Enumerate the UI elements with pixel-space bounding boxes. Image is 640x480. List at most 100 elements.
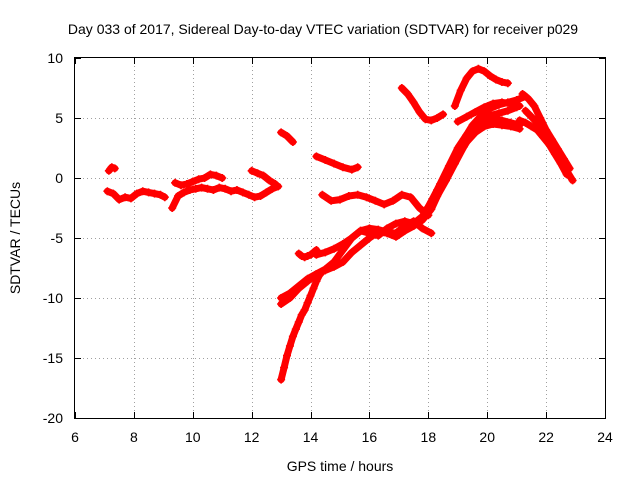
data-point xyxy=(218,174,227,182)
plot-frame xyxy=(74,57,606,419)
data-point xyxy=(545,140,554,149)
data-point xyxy=(294,318,303,326)
data-point xyxy=(353,190,362,199)
x-axis-label: GPS time / hours xyxy=(287,458,394,474)
data-point xyxy=(174,192,183,200)
data-point xyxy=(550,150,559,158)
data-point xyxy=(288,138,297,146)
data-point xyxy=(312,246,321,254)
data-point xyxy=(403,90,412,98)
data-point xyxy=(338,258,347,266)
series-arc-14 xyxy=(277,267,327,384)
x-tick-label: 24 xyxy=(597,429,613,445)
data-point xyxy=(109,189,118,198)
series-arc-11 xyxy=(294,246,321,262)
y-tick-label: 5 xyxy=(55,110,63,126)
data-point xyxy=(539,133,548,142)
data-point xyxy=(110,164,119,173)
data-point xyxy=(250,193,259,202)
data-point xyxy=(259,171,268,180)
data-point xyxy=(489,120,498,128)
x-tick-label: 6 xyxy=(71,429,79,445)
data-point xyxy=(330,159,339,168)
data-point xyxy=(391,219,400,228)
y-tick-label: 0 xyxy=(55,170,63,186)
data-point xyxy=(144,188,153,197)
data-point xyxy=(391,232,400,241)
data-point xyxy=(415,204,424,212)
data-point xyxy=(344,192,353,200)
data-point xyxy=(327,196,336,205)
data-point xyxy=(185,186,194,194)
data-point xyxy=(156,190,165,199)
series-arc-7 xyxy=(312,152,362,174)
data-point xyxy=(450,102,459,110)
data-point xyxy=(206,170,215,179)
data-point xyxy=(433,114,442,122)
series-arc-8 xyxy=(318,190,433,220)
data-point xyxy=(277,128,286,137)
data-point xyxy=(374,228,383,236)
data-point xyxy=(265,176,274,185)
data-point xyxy=(471,108,480,116)
data-point xyxy=(424,202,433,211)
x-tick-label: 12 xyxy=(244,429,260,445)
data-point xyxy=(194,175,203,184)
data-point xyxy=(227,187,236,196)
data-point xyxy=(215,183,224,192)
data-point xyxy=(297,310,306,319)
data-point xyxy=(238,188,247,197)
data-point xyxy=(244,190,253,199)
data-point xyxy=(468,67,477,76)
series-arc-2 xyxy=(103,187,169,204)
series-arc-18 xyxy=(453,98,524,126)
data-point xyxy=(389,196,397,205)
series-arc-4 xyxy=(171,170,227,190)
data-point xyxy=(518,90,527,98)
data-point xyxy=(283,132,291,140)
x-tick-label: 20 xyxy=(479,429,495,445)
data-point xyxy=(338,246,347,254)
data-point xyxy=(362,193,371,202)
chart-title: Day 033 of 2017, Sidereal Day-to-day VTE… xyxy=(68,21,578,37)
series-arc-17 xyxy=(450,64,512,110)
y-tick-label: 10 xyxy=(47,50,63,66)
data-point xyxy=(380,200,389,209)
data-point xyxy=(203,184,212,193)
data-point xyxy=(188,177,197,186)
data-point xyxy=(568,176,577,185)
series-arc-6 xyxy=(277,128,297,146)
data-point xyxy=(347,234,356,242)
data-point xyxy=(409,222,418,230)
data-point xyxy=(138,187,147,196)
x-tick-label: 18 xyxy=(421,429,437,445)
data-point xyxy=(492,75,501,84)
data-point xyxy=(171,178,180,187)
data-point xyxy=(318,267,327,276)
y-axis-tick-labels: -20 -15 -10 -5 0 5 10 xyxy=(43,50,63,426)
x-tick-label: 22 xyxy=(538,429,554,445)
data-point xyxy=(283,351,291,360)
data-point xyxy=(480,67,489,76)
data-point xyxy=(221,184,230,193)
y-tick-label: -15 xyxy=(43,350,63,366)
data-point xyxy=(533,118,542,127)
data-point xyxy=(486,111,495,120)
data-point xyxy=(427,229,436,238)
data-point xyxy=(521,106,530,115)
data-point xyxy=(365,234,374,242)
data-point xyxy=(421,115,430,124)
data-point xyxy=(406,193,415,202)
y-tick-label: -20 xyxy=(43,410,63,426)
data-point xyxy=(347,165,356,174)
data-point xyxy=(497,121,506,130)
data-point xyxy=(486,72,495,80)
data-point xyxy=(200,174,209,182)
data-point xyxy=(515,124,524,133)
data-point xyxy=(280,363,289,372)
x-axis-tick-labels: 6 8 10 12 14 16 18 20 22 24 xyxy=(71,429,613,445)
data-point xyxy=(312,152,321,161)
data-point xyxy=(453,117,462,126)
data-point xyxy=(371,196,380,205)
axis-ticks xyxy=(75,58,606,419)
